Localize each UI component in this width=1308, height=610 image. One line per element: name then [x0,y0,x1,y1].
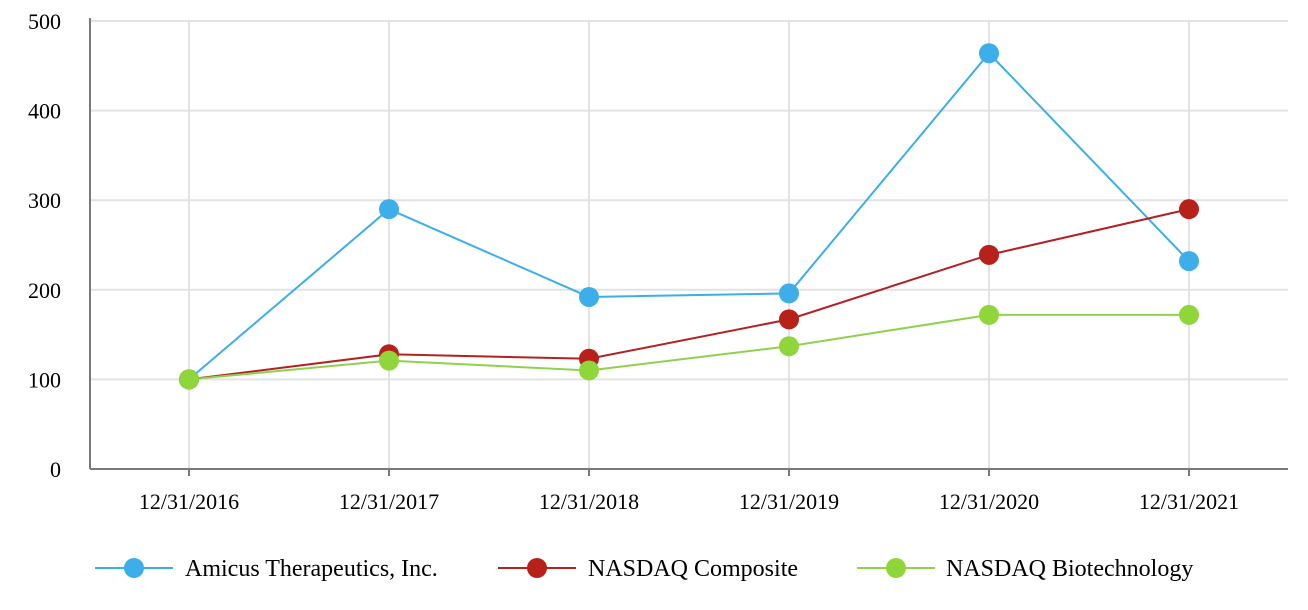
legend-item-0: Amicus Therapeutics, Inc. [95,556,438,582]
series-line-1 [188,208,1190,381]
series-line-2 [188,313,1189,381]
legend-marker-2 [886,558,906,578]
data-point-s2-1 [379,350,399,371]
y-tick-label-200: 200 [28,278,61,303]
data-point-s0-4 [979,43,999,64]
data-point-s0-5 [1179,251,1199,272]
tick-labels: 0 100 200 300 400 500 12/31/2016 12/31/2017 12/3… [28,9,1239,514]
y-tick-label-500: 500 [28,9,61,34]
x-tick-label-0: 12/31/2016 [139,489,239,514]
data-point-s0-1 [379,199,399,220]
x-tick-label-1: 12/31/2017 [339,489,439,514]
data-point-s2-5 [1179,304,1199,325]
x-tick-label-4: 12/31/2020 [939,489,1039,514]
legend-item-2: NASDAQ Biotechnology [857,556,1193,582]
legend-marker-0 [124,558,144,578]
legend-label-2: NASDAQ Biotechnology [946,556,1193,582]
data-point-s2-4 [979,304,999,325]
legend-label-1: NASDAQ Composite [588,556,798,582]
x-tick-label-3: 12/31/2019 [739,489,839,514]
legend-label-0: Amicus Therapeutics, Inc. [185,556,438,582]
y-tick-label-100: 100 [28,367,61,392]
y-tick-label-300: 300 [28,188,61,213]
data-point-s0-2 [579,286,599,307]
data-point-s0-3 [779,283,799,304]
data-point-s1-3 [779,309,799,330]
x-tick-label-5: 12/31/2021 [1139,489,1239,514]
axes [89,18,1288,476]
data-point-s2-2 [579,360,599,381]
data-point-s1-4 [979,244,999,265]
grid-lines [90,20,1288,469]
y-tick-label-0: 0 [50,457,61,482]
legend: Amicus Therapeutics, Inc. NASDAQ Composit… [95,556,1193,582]
series-line-0 [188,51,1190,381]
data-point-s2-3 [779,336,799,357]
x-tick-label-2: 12/31/2018 [539,489,639,514]
legend-marker-1 [527,558,547,578]
data-point-s1-5 [1179,199,1199,220]
data-points [179,43,1199,390]
y-tick-label-400: 400 [28,99,61,124]
series-lines [188,51,1190,381]
legend-item-1: NASDAQ Composite [498,556,798,582]
data-point-s2-0 [179,369,199,390]
